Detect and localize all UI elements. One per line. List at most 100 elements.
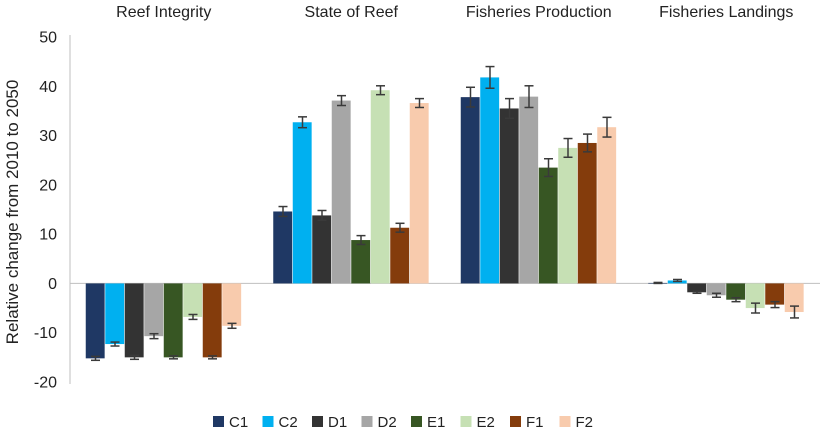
y-axis-title: Relative change from 2010 to 2050 [3,80,22,345]
error-bar-F2-2 [602,116,612,138]
error-bar-C1-0 [91,355,100,362]
error-bar-D1-2 [505,97,514,120]
legend-item-E2: E2 [460,414,495,431]
bar-F2-2 [597,127,617,284]
bar-E1-2 [538,167,558,284]
legend-item-F1: F1 [510,414,544,431]
bar-series [85,77,804,359]
error-bar-F1-1 [395,222,405,233]
error-bar-F2-1 [415,97,424,109]
bar-F2-1 [409,103,429,284]
error-bar-D1-1 [317,209,327,222]
bar-E2-2 [558,147,578,284]
legend-swatch [312,416,323,427]
bar-E1-1 [351,240,371,284]
error-bar-E2-0 [188,313,198,321]
y-tick-label: 10 [39,227,57,244]
error-bar-E1-2 [544,157,553,178]
y-tick-label: 40 [39,79,57,96]
y-tick-label: 50 [39,30,57,47]
bar-D2-0 [144,283,164,337]
error-bar-E2-2 [563,137,573,159]
category-label: Fisheries Landings [659,4,793,21]
bar-C1-2 [460,97,480,284]
bar-F1-0 [202,283,222,358]
error-bar-C2-0 [110,341,120,347]
error-bar-D2-2 [524,85,534,109]
category-label: State of Reef [305,4,399,21]
y-tick-label: -10 [34,325,57,342]
category-label: Reef Integrity [116,4,211,21]
y-tick-label: -20 [34,375,57,392]
bar-D2-1 [331,100,351,284]
bar-C2-1 [292,122,312,284]
error-bar-E1-3 [731,296,741,303]
bar-F1-3 [765,283,785,305]
bar-D1-0 [124,283,144,358]
legend-label: E2 [477,414,495,431]
bar-D2-3 [706,283,726,296]
error-bar-E1-1 [356,234,366,246]
y-axis-title-group: Relative change from 2010 to 2050 [3,80,22,345]
error-bar-D1-0 [130,354,139,361]
legend-item-C1: C1 [213,414,248,431]
y-tick-label: 0 [48,276,57,293]
bar-D1-2 [499,108,519,284]
error-bar-D2-3 [712,292,721,298]
error-bar-D2-0 [149,332,159,340]
bar-F2-0 [222,283,242,326]
legend-label: C2 [279,414,298,431]
error-bar-C2-1 [298,116,307,129]
legend-item-F2: F2 [559,414,594,431]
error-bar-E2-3 [751,302,760,314]
bar-C2-2 [480,77,500,284]
bar-F1-1 [390,227,410,284]
bar-D2-2 [519,96,539,284]
bar-F2-3 [784,283,804,313]
error-bar-C1-3 [653,281,663,285]
bar-D1-1 [312,215,332,284]
legend-item-D1: D1 [312,414,347,431]
bar-E2-1 [370,90,390,284]
legend-label: E1 [427,414,445,431]
error-bar-D2-1 [337,94,346,107]
bar-C1-0 [85,283,105,359]
y-tick-label: 30 [39,128,57,145]
bar-E2-3 [745,283,765,309]
legend-item-D2: D2 [361,414,397,431]
error-bar-C1-1 [278,205,288,218]
legend-label: F2 [576,414,594,431]
legend-swatch [460,416,472,427]
bar-C2-0 [105,283,125,345]
error-bar-F1-2 [583,133,592,153]
error-bar-E2-1 [376,85,385,96]
legend-swatch [510,416,521,427]
error-bar-F1-0 [208,355,217,360]
error-bar-C2-3 [673,278,682,283]
legend-label: C1 [229,414,248,431]
legend-label: D2 [378,414,397,431]
error-bar-C2-2 [485,65,495,90]
error-bars [91,65,799,362]
error-bar-C1-2 [466,86,475,108]
y-axis-ticks: -20 -10 0 10 20 30 40 50 [34,30,57,392]
legend-swatch [361,416,373,427]
error-bar-F2-3 [790,305,799,319]
legend-label: F1 [526,414,544,431]
error-bar-F2-0 [227,322,237,330]
bar-E1-3 [726,283,746,300]
error-bar-F1-3 [770,300,780,309]
category-label: Fisheries Production [466,4,612,21]
error-bar-E1-0 [169,355,178,360]
error-bar-D1-3 [692,290,702,295]
legend-swatch [262,416,274,427]
legend-item-C2: C2 [262,414,298,431]
legend-item-E1: E1 [411,414,445,431]
bar-D1-3 [687,283,707,293]
bar-E1-0 [163,283,183,358]
legend: C1 C2 D1 D2 E1 E2 F1 F2 [213,414,593,431]
legend-swatch [213,416,224,427]
bar-F1-2 [577,142,597,284]
legend-swatch [411,416,422,427]
